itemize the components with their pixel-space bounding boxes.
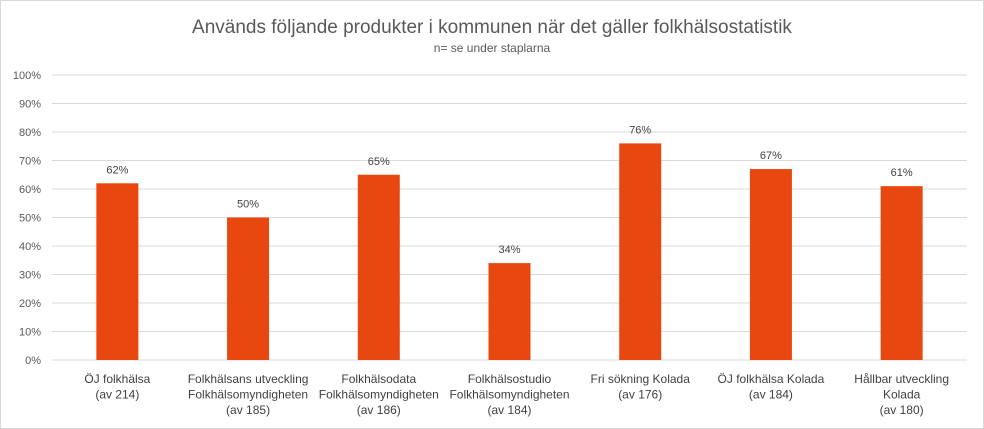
data-label: 61% — [891, 167, 913, 179]
category-label: ÖJ folkhälsa (av 214) — [84, 372, 150, 402]
bar — [227, 217, 270, 360]
bar — [357, 174, 400, 360]
data-label: 62% — [106, 164, 128, 176]
y-tick-label: 30% — [19, 270, 41, 282]
bar — [749, 169, 792, 360]
bar — [488, 263, 531, 360]
bar — [96, 183, 139, 360]
bar — [880, 186, 923, 360]
y-tick-label: 70% — [19, 156, 41, 168]
y-tick-label: 50% — [19, 213, 41, 225]
category-label: Folkhälsodata Folkhälsomyndigheten (av 186… — [319, 372, 439, 417]
category-label: Folkhälsans utveckling Folkhälsomyndighet… — [188, 372, 309, 417]
category-label: Folkhälsostudio Folkhälsomyndigheten (av 1… — [449, 372, 569, 417]
y-tick-label: 100% — [13, 70, 41, 82]
y-tick-label: 0% — [25, 355, 41, 367]
category-labels: ÖJ folkhälsa (av 214) Folkhälsans utveckli… — [84, 372, 949, 417]
data-label: 65% — [368, 156, 390, 168]
gridlines — [52, 74, 967, 361]
data-label: 76% — [629, 124, 651, 136]
category-label: Hållbar utveckling Kolada (av 180) — [854, 372, 949, 417]
data-label: 67% — [760, 150, 782, 162]
data-labels: 62% 50% 65% 34% 76% 67% 61% — [106, 124, 913, 256]
y-tick-label: 80% — [19, 127, 41, 139]
y-tick-label: 10% — [19, 327, 41, 339]
category-label: Fri sökning Kolada (av 176) — [591, 372, 691, 402]
chart-subtitle: n= se under staplarna — [434, 41, 551, 55]
y-tick-label: 60% — [19, 184, 41, 196]
y-tick-label: 90% — [19, 99, 41, 111]
data-label: 50% — [237, 199, 259, 211]
y-tick-label: 20% — [19, 298, 41, 310]
y-axis-tick-labels: 0% 10% 20% 30% 40% 50% 60% 70% 80% 90% 100% — [13, 70, 41, 367]
bars — [96, 143, 923, 360]
chart-title: Används följande produkter i kommunen nä… — [192, 17, 792, 38]
y-tick-label: 40% — [19, 241, 41, 253]
data-label: 34% — [498, 244, 520, 256]
category-label: ÖJ folkhälsa Kolada (av 184) — [718, 372, 825, 402]
bar — [619, 143, 662, 360]
